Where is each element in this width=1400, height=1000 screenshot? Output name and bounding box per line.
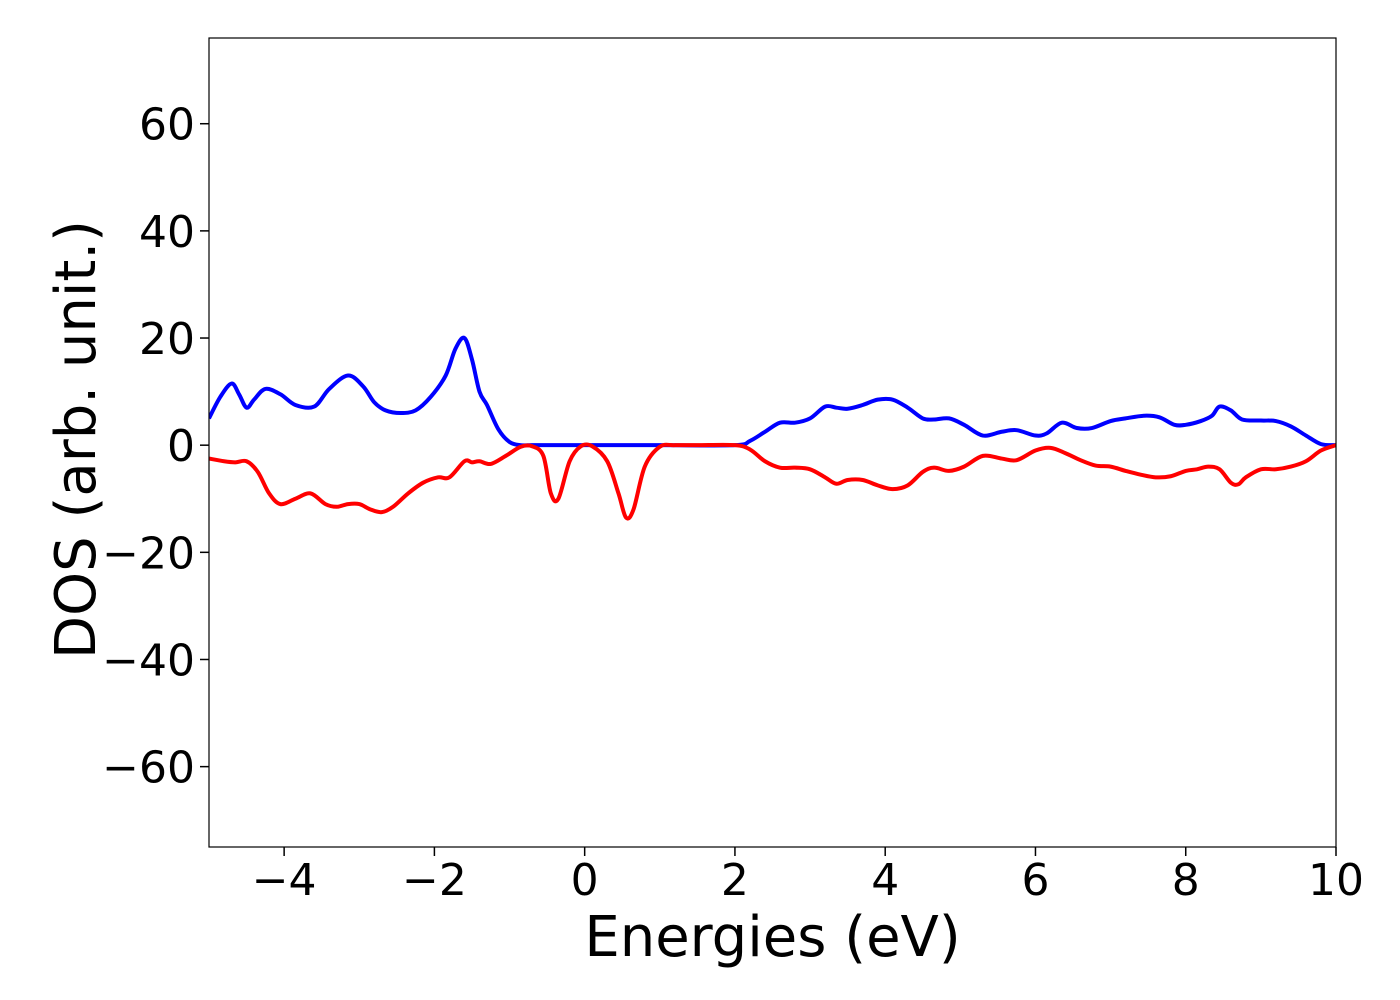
dos-series-red-line [209,442,1336,521]
x-axis-title: Energies (eV) [584,905,960,970]
y-tick-label: 0 [167,421,195,472]
y-axis-ticks: 60 40 20 0 −20 −40 −60 [102,100,209,794]
plot-frame [208,37,1337,848]
y-tick-label: 60 [139,100,195,151]
x-tick-label: 6 [1021,855,1049,906]
x-tick-label: −2 [402,855,467,906]
y-tick-label: −60 [102,743,195,794]
x-axis-ticks: −4 −2 0 2 4 6 8 10 [252,847,1364,906]
x-tick-label: 10 [1308,855,1364,906]
x-tick-label: 0 [571,855,599,906]
x-tick-label: 8 [1172,855,1200,906]
series-layer [209,335,1336,521]
y-tick-label: −40 [102,635,195,686]
x-tick-label: −4 [252,855,317,906]
y-tick-label: −20 [102,528,195,579]
x-tick-label: 4 [871,855,899,906]
y-tick-label: 40 [139,207,195,258]
x-tick-label: 2 [721,855,749,906]
y-axis-title: DOS (arb. unit.) [44,220,109,659]
y-tick-label: 20 [139,314,195,365]
dos-series-blue-line [209,335,1336,448]
